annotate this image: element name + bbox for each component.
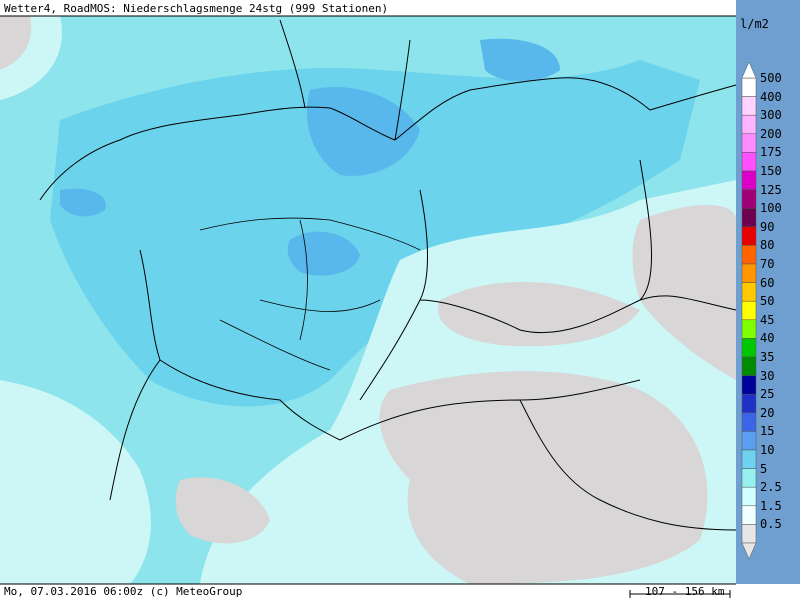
legend-swatch-1.5	[741, 505, 757, 525]
legend-swatch-200	[741, 133, 757, 153]
legend-label-100: 100	[760, 201, 782, 216]
country-borders	[109, 159, 737, 531]
regional-borders	[199, 217, 421, 371]
legend-swatch-20	[741, 412, 757, 432]
dry-area-ne	[632, 205, 736, 380]
legend-label-300: 300	[760, 108, 782, 123]
legend-label-50: 50	[760, 294, 775, 309]
legend-label-500: 500	[760, 71, 782, 85]
legend-swatch-300	[741, 114, 757, 135]
legend-label-40: 40	[760, 331, 775, 346]
footer-bar	[0, 584, 800, 600]
legend-swatch-125	[741, 189, 757, 209]
legend-label-1.5: 1.5	[760, 498, 782, 513]
legend-label-150: 150	[760, 164, 782, 178]
legend-label-80: 80	[760, 238, 775, 253]
legend-swatch-0.5	[741, 524, 757, 544]
legend-label-200: 200	[760, 126, 782, 141]
legend-label-60: 60	[760, 275, 775, 290]
legend-color-boxes	[741, 61, 757, 560]
legend-arrow-top	[741, 61, 757, 79]
precip-area-15b	[287, 231, 360, 276]
legend-swatch-45	[741, 319, 757, 339]
legend-swatch-500	[741, 77, 757, 97]
legend-swatch-30	[741, 375, 757, 395]
legend-unit: l/m2	[740, 17, 769, 31]
scale-label: 107 - 156 km	[645, 585, 725, 598]
legend-swatch-5	[741, 468, 757, 488]
title-bar	[0, 0, 736, 16]
legend-swatch-175	[741, 152, 757, 172]
scale-bar	[629, 590, 731, 598]
legend-label-175: 175	[760, 145, 782, 160]
legend-label-70: 70	[760, 257, 775, 271]
legend-label-25: 25	[760, 387, 775, 402]
legend-swatch-100	[741, 207, 757, 228]
legend-label-90: 90	[760, 219, 775, 234]
dry-area-east	[438, 281, 640, 347]
legend-label-5: 5	[760, 461, 768, 476]
legend-label-125: 125	[760, 182, 782, 197]
precip-area-15	[306, 86, 420, 176]
dry-area-nw	[0, 16, 32, 70]
map-title: Wetter4, RoadMOS: Niederschlagsmenge 24s…	[4, 2, 389, 15]
legend-swatch-25	[741, 393, 757, 414]
legend-swatch-400	[741, 96, 757, 116]
legend-label-10: 10	[760, 443, 775, 457]
legend-label-15: 15	[760, 424, 775, 439]
legend-label-30: 30	[760, 368, 775, 383]
map-footer: Mo, 07.03.2016 06:00z (c) MeteoGroup	[4, 585, 243, 598]
legend-label-2.5: 2.5	[760, 480, 782, 495]
precip-area-15d	[60, 188, 106, 217]
precip-area-10	[50, 60, 700, 407]
legend-swatch-35	[741, 356, 757, 376]
legend-label-20: 20	[760, 405, 775, 420]
legend-arrow-bottom	[741, 542, 757, 560]
legend-swatch-40	[741, 338, 757, 358]
legend-label-45: 45	[760, 312, 775, 327]
legend-label-0.5: 0.5	[760, 517, 782, 532]
legend-swatch-70	[741, 263, 757, 283]
legend-label-35: 35	[760, 350, 775, 364]
legend-swatch-80	[741, 245, 757, 265]
coastline	[39, 19, 737, 201]
dry-area-alps	[175, 477, 270, 544]
legend-label-400: 400	[760, 89, 782, 104]
legend-swatch-15	[741, 431, 757, 451]
legend-swatch-10	[741, 449, 757, 469]
precip-area-15c	[480, 38, 560, 82]
precip-area-2.5-west	[0, 380, 151, 584]
legend-swatch-2.5	[741, 486, 757, 507]
dry-area-south	[379, 371, 708, 584]
legend-swatch-150	[741, 170, 757, 190]
legend-swatch-60	[741, 282, 757, 302]
legend-swatch-90	[741, 226, 757, 246]
legend-swatch-50	[741, 300, 757, 321]
